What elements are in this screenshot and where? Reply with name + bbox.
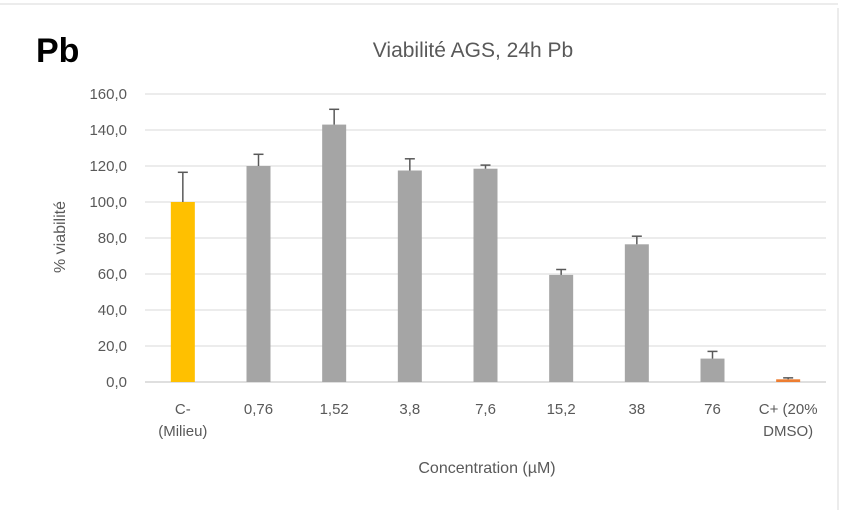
y-tick-label: 120,0 — [89, 158, 127, 175]
bar — [170, 202, 195, 382]
bar — [700, 358, 725, 382]
y-tick-labels: 0,0 20,0 40,0 60,0 80,0 100,0 120,0 140,0 160,0 — [89, 86, 127, 391]
x-axis-title: Concentration (µM) — [418, 460, 555, 477]
y-tick-label: 140,0 — [89, 122, 127, 139]
x-tick-labels: C-(Milieu) 0,76 1,52 3,8 7,6 15,2 38 76 C+ (20% D… — [158, 401, 817, 440]
y-tick-label: 20,0 — [98, 338, 127, 355]
bar — [624, 244, 649, 382]
x-tick-label: 1,52 — [320, 401, 349, 418]
bars — [170, 124, 801, 382]
x-tick-label: C+ (20% DMSO) — [759, 401, 818, 440]
bar — [473, 168, 498, 382]
y-axis-title: % viabilité — [52, 201, 69, 273]
x-tick-label: 0,76 — [244, 401, 273, 418]
bar — [549, 274, 574, 382]
x-tick-label: 3,8 — [399, 401, 420, 418]
bar — [776, 379, 801, 382]
y-tick-label: 80,0 — [98, 230, 127, 247]
x-tick-label: 7,6 — [475, 401, 496, 418]
bar — [322, 124, 347, 382]
panel-label: Pb — [36, 32, 79, 70]
x-tick-label: 38 — [628, 401, 645, 418]
x-tick-label: 76 — [704, 401, 721, 418]
error-bars — [177, 108, 794, 380]
y-tick-label: 160,0 — [89, 86, 127, 103]
x-tick-label: C-(Milieu) — [158, 401, 207, 440]
chart-title: Viabilité AGS, 24h Pb — [373, 39, 573, 62]
y-tick-label: 100,0 — [89, 194, 127, 211]
x-tick-label: 15,2 — [547, 401, 576, 418]
y-tick-label: 60,0 — [98, 266, 127, 283]
y-tick-label: 0,0 — [106, 374, 127, 391]
bar — [246, 166, 271, 382]
y-tick-label: 40,0 — [98, 302, 127, 319]
bar — [397, 170, 422, 382]
